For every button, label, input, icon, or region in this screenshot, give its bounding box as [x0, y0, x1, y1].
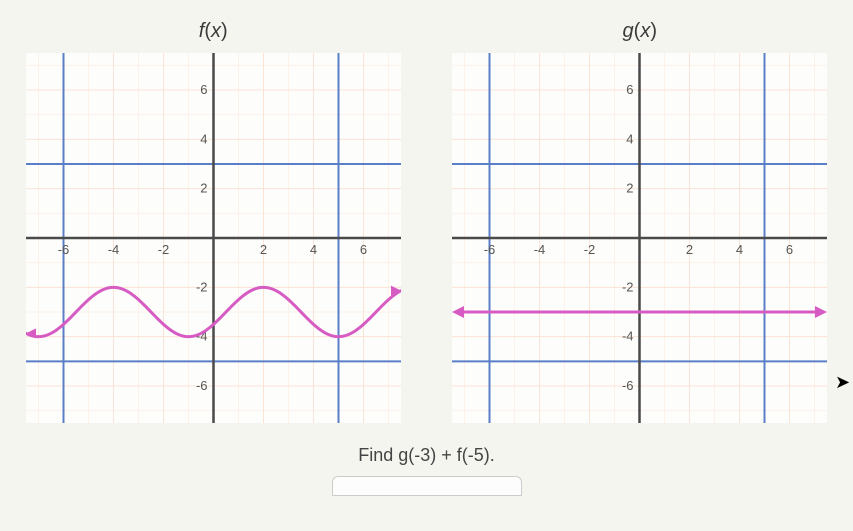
svg-text:-6: -6 [57, 242, 69, 257]
fn-name: g [623, 20, 634, 42]
svg-text:2: 2 [627, 181, 634, 196]
chart-f: f(x) -6-4-2246-6-4-2246 [15, 20, 412, 423]
answer-input[interactable] [332, 476, 522, 496]
svg-text:4: 4 [200, 131, 207, 146]
chart-g-plot: -6 -4 -2 2 4 6 -6 -4 -2 2 4 6 [452, 53, 827, 423]
charts-container: f(x) -6-4-2246-6-4-2246 g(x) -6-4-2246-6… [0, 0, 853, 423]
fn-arg: x [211, 20, 221, 42]
svg-text:-4: -4 [107, 242, 119, 257]
svg-text:6: 6 [627, 82, 634, 97]
cursor-icon: ➤ [835, 372, 850, 393]
svg-text:-4: -4 [622, 329, 634, 344]
svg-text:-6: -6 [484, 242, 496, 257]
svg-text:-2: -2 [196, 279, 208, 294]
svg-text:-6: -6 [622, 378, 634, 393]
svg-text:2: 2 [260, 242, 267, 257]
chart-g-title: g(x) [623, 20, 657, 43]
svg-text:2: 2 [200, 181, 207, 196]
svg-text:6: 6 [786, 242, 793, 257]
svg-text:-2: -2 [622, 279, 634, 294]
svg-text:-6: -6 [196, 378, 208, 393]
fn-arg: x [640, 20, 650, 42]
chart-g: g(x) -6 -4 -2 2 4 6 -6 -4 -2 2 4 6 [442, 20, 839, 423]
chart-f-title: f(x) [199, 20, 228, 43]
svg-text:-2: -2 [157, 242, 169, 257]
svg-text:-2: -2 [584, 242, 596, 257]
svg-text:6: 6 [200, 82, 207, 97]
svg-text:4: 4 [310, 242, 317, 257]
svg-text:6: 6 [360, 242, 367, 257]
answer-box-wrap [0, 476, 853, 496]
svg-text:4: 4 [627, 131, 634, 146]
question-text: Find g(-3) + f(-5). [0, 445, 853, 466]
svg-text:-4: -4 [534, 242, 546, 257]
svg-text:2: 2 [686, 242, 693, 257]
svg-text:4: 4 [736, 242, 743, 257]
chart-f-plot: -6-4-2246-6-4-2246 [26, 53, 401, 423]
